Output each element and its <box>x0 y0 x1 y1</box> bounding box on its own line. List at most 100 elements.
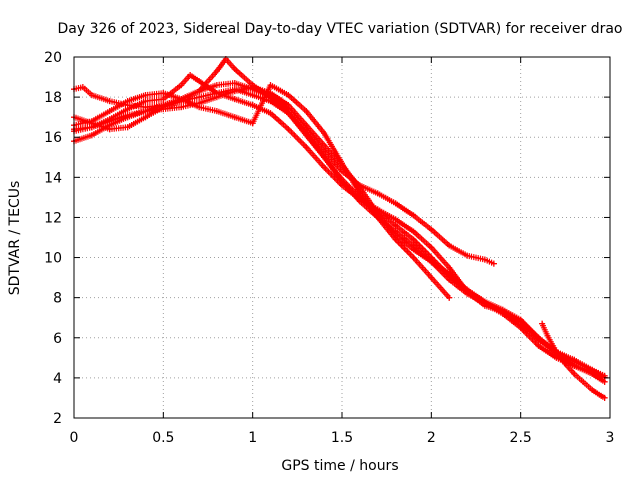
data-point <box>160 96 167 103</box>
data-point <box>303 108 310 115</box>
data-series-layer <box>71 56 608 401</box>
data-point <box>88 132 95 139</box>
data-point <box>539 320 546 327</box>
data-point <box>428 258 435 265</box>
data-point <box>231 80 238 87</box>
data-point <box>196 94 203 101</box>
data-point <box>142 92 149 99</box>
data-point <box>196 88 203 95</box>
data-point <box>446 276 453 283</box>
x-axis-label: GPS time / hours <box>281 458 398 474</box>
data-point <box>88 124 95 131</box>
data-point <box>249 92 256 99</box>
data-point <box>178 82 185 89</box>
data-point <box>142 98 149 105</box>
data-point <box>285 92 292 99</box>
x-tick-label: 3 <box>606 430 615 446</box>
data-point <box>160 106 167 113</box>
data-point <box>249 84 256 91</box>
data-point <box>580 378 587 385</box>
data-point <box>178 98 185 105</box>
data-point <box>374 190 381 197</box>
data-point <box>446 294 453 301</box>
data-point <box>339 178 345 185</box>
data-point <box>124 112 131 119</box>
y-tick-label: 14 <box>44 170 62 186</box>
data-point <box>88 92 95 99</box>
data-series-track-5 <box>71 86 608 385</box>
data-point <box>374 210 381 217</box>
y-tick-label: 6 <box>53 331 62 347</box>
data-point <box>446 242 453 249</box>
data-point <box>490 260 497 267</box>
x-tick-label: 1 <box>248 430 257 446</box>
data-point <box>446 270 453 277</box>
data-point <box>213 94 220 101</box>
data-point <box>124 106 131 113</box>
data-point <box>231 96 238 103</box>
data-point <box>428 244 435 251</box>
data-point <box>142 108 149 115</box>
data-point <box>178 104 185 111</box>
data-point <box>267 90 274 97</box>
data-point <box>106 108 113 115</box>
data-point <box>535 342 542 349</box>
data-point <box>410 236 417 243</box>
data-point <box>544 332 551 339</box>
data-point <box>464 252 471 259</box>
chart-title: Day 326 of 2023, Sidereal Day-to-day VTE… <box>57 21 622 37</box>
data-point <box>428 274 435 281</box>
data-point <box>356 198 363 205</box>
data-point <box>249 102 256 109</box>
data-point <box>601 394 608 401</box>
y-tick-label: 2 <box>53 411 62 427</box>
data-point <box>321 164 328 171</box>
data-point <box>571 358 578 365</box>
x-tick-label: 2.5 <box>510 430 532 446</box>
data-point <box>598 392 605 399</box>
x-axis-tick-labels: 0 0.5 1 1.5 2 2.5 3 <box>70 430 615 446</box>
series-markers <box>71 86 608 385</box>
data-point <box>464 286 471 293</box>
data-point <box>267 82 274 89</box>
data-point <box>213 68 220 74</box>
data-point <box>517 322 524 329</box>
x-tick-label: 2 <box>427 430 436 446</box>
data-point <box>231 88 238 95</box>
data-series-track-7 <box>539 320 608 401</box>
data-point <box>106 126 113 133</box>
y-tick-label: 16 <box>44 130 62 146</box>
y-tick-label: 12 <box>44 210 62 226</box>
data-point <box>267 98 274 105</box>
data-point <box>285 102 292 109</box>
data-point <box>213 82 220 89</box>
data-point <box>410 212 417 219</box>
data-point <box>562 360 569 367</box>
data-point <box>196 100 203 107</box>
data-point <box>481 298 488 305</box>
data-point <box>142 114 149 121</box>
data-point <box>410 246 417 253</box>
data-point <box>446 264 453 271</box>
data-point <box>571 370 578 377</box>
data-point <box>392 232 399 239</box>
data-point <box>106 98 113 105</box>
y-tick-label: 10 <box>44 251 62 267</box>
data-point <box>535 336 542 343</box>
data-point <box>499 308 506 315</box>
data-point <box>267 110 274 117</box>
data-point <box>303 130 310 137</box>
data-point <box>392 216 399 223</box>
data-point <box>285 126 292 133</box>
data-point <box>124 124 131 131</box>
data-point <box>339 162 345 169</box>
data-point <box>231 66 238 72</box>
data-point <box>428 226 435 233</box>
axis-ticks <box>73 56 611 419</box>
data-point <box>79 84 86 91</box>
y-tick-label: 4 <box>53 371 62 387</box>
data-point <box>356 184 363 191</box>
data-point <box>303 122 310 129</box>
data-point <box>321 154 328 161</box>
data-point <box>589 366 596 373</box>
